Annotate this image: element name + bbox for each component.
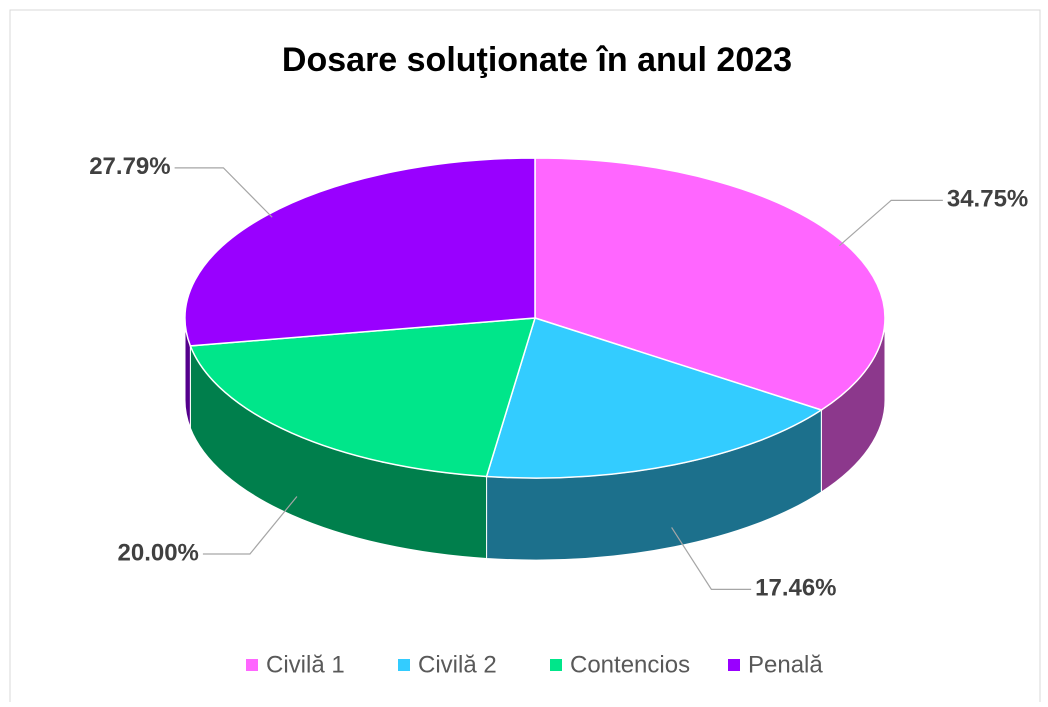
legend-swatch: [728, 659, 740, 671]
pie-slice: [534, 157, 886, 411]
leader-line: [174, 167, 273, 218]
leader-line: [671, 527, 752, 590]
legend-swatch: [550, 659, 562, 671]
leader-line: [202, 496, 298, 555]
pie-slice: [184, 157, 536, 347]
pie-slice: [485, 317, 824, 479]
leader-line: [838, 199, 943, 247]
data-label: 27.79%: [89, 153, 170, 180]
legend-label: Contencios: [570, 651, 690, 678]
data-label: 17.46%: [755, 575, 836, 602]
chart-title: Dosare soluţionate în anul 2023: [282, 41, 792, 79]
legend-label: Civilă 1: [266, 651, 345, 678]
legend-label: Penală: [748, 651, 823, 678]
data-label: 20.00%: [118, 539, 199, 566]
legend-swatch: [398, 659, 410, 671]
legend-label: Civilă 2: [418, 651, 497, 678]
legend-swatch: [246, 659, 258, 671]
data-label: 34.75%: [947, 186, 1028, 213]
pie-slice: [189, 317, 537, 478]
